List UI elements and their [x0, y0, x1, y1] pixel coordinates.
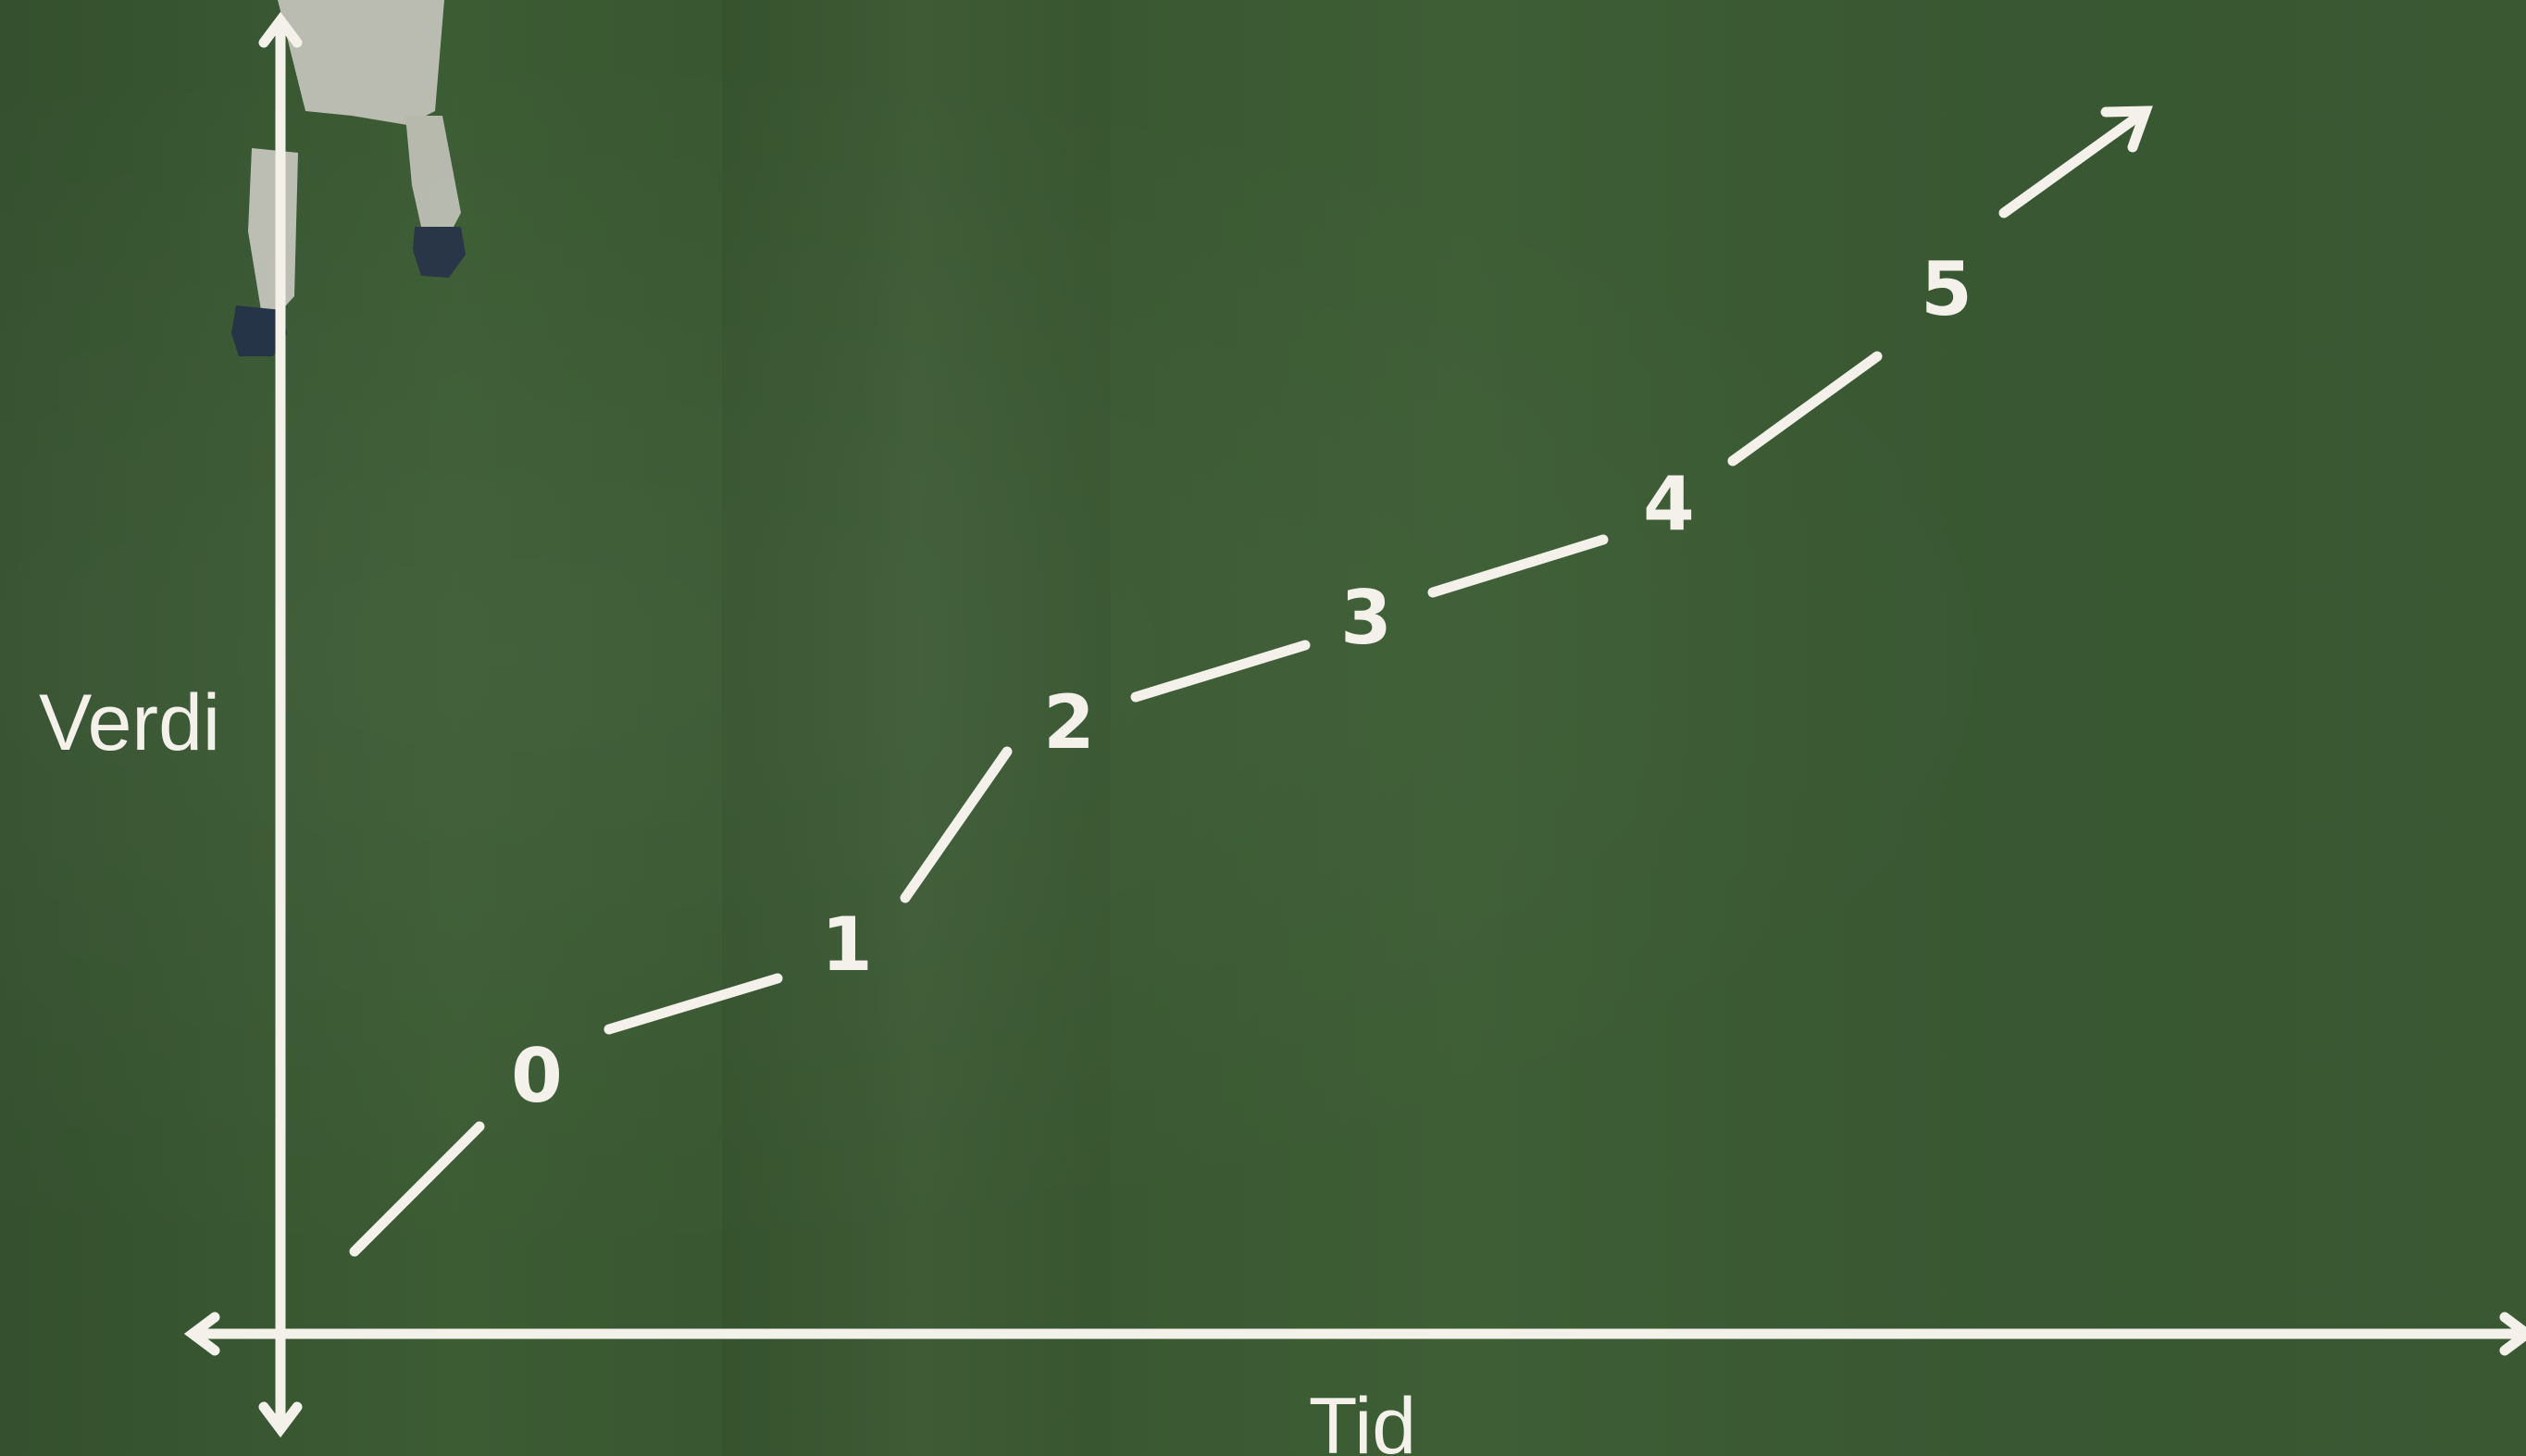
segment-origin-to-0	[349, 1121, 485, 1257]
segment-0-to-1	[604, 973, 783, 1035]
segment-1-to-2	[900, 746, 1013, 903]
x-axis-right-arrow-icon	[2499, 1312, 2526, 1356]
x-axis-left-arrow-icon	[183, 1312, 220, 1356]
step-label-3: 3	[1340, 575, 1392, 661]
y-axis-up-arrow-icon	[258, 11, 303, 48]
step-path	[349, 106, 2153, 1257]
y-axis	[258, 11, 303, 1438]
segment-2-to-3	[1130, 640, 1311, 703]
y-axis-down-arrow-icon	[258, 1401, 303, 1438]
step-label-2: 2	[1043, 679, 1095, 765]
step-labels: 0 1 2 3 4 5	[511, 246, 1972, 1119]
grass-mowing-stripe	[722, 0, 1111, 1456]
x-axis	[183, 1312, 2526, 1356]
x-axis-label: Tid	[1309, 1382, 1416, 1456]
segment-4-to-5	[1727, 351, 1883, 467]
step-label-0: 0	[511, 1033, 563, 1119]
step-label-1: 1	[821, 902, 873, 988]
step-label-4: 4	[1643, 461, 1695, 547]
player-legs-photo-detail	[231, 0, 466, 356]
continuation-arrow-icon	[2100, 106, 2153, 153]
step-label-5: 5	[1921, 246, 1972, 332]
segment-3-to-4	[1427, 534, 1609, 598]
y-axis-label: Verdi	[39, 678, 220, 767]
segment-5-onward	[1998, 106, 2151, 218]
